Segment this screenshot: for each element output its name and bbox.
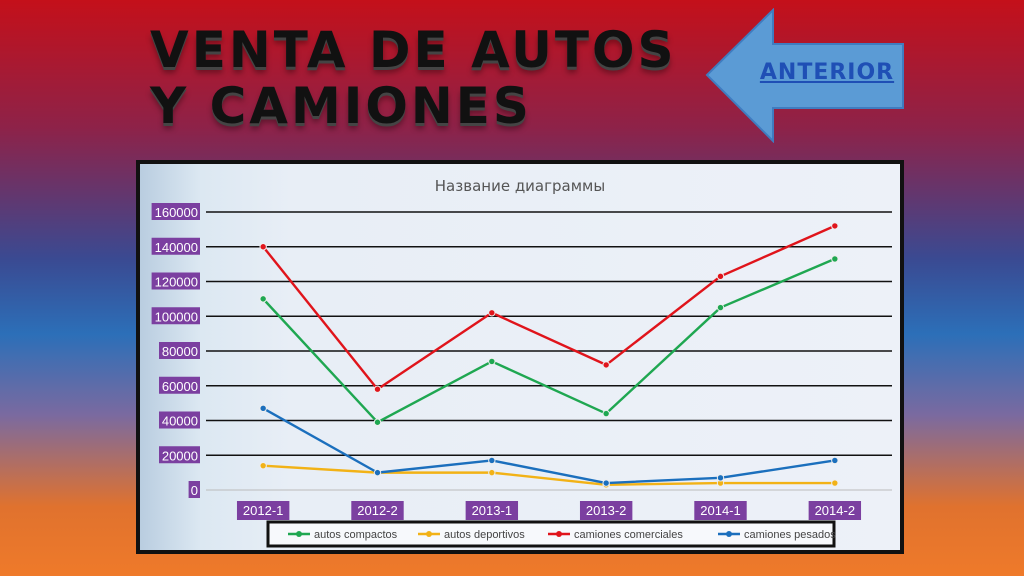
data-point [259, 295, 267, 303]
y-tick-bg [151, 203, 200, 220]
data-point [488, 456, 496, 465]
x-tick-label: 2013-2 [586, 503, 626, 518]
chart-title: Название диаграммы [435, 177, 605, 195]
legend-marker [296, 531, 302, 537]
data-point [488, 309, 496, 317]
data-point [831, 479, 839, 487]
x-tick-label: 2013-1 [472, 503, 512, 518]
x-tick-label: 2014-1 [700, 503, 740, 518]
data-point [259, 461, 267, 470]
legend-label: autos compactos [314, 529, 398, 541]
data-point [602, 361, 610, 369]
y-tick-bg [151, 307, 200, 325]
x-tick-bg [579, 501, 633, 520]
x-tick-label: 2014-2 [815, 503, 855, 518]
data-point [716, 303, 725, 312]
data-point [602, 409, 610, 418]
y-tick-label: 20000 [162, 448, 198, 463]
x-tick-bg [351, 501, 404, 520]
data-point [602, 479, 610, 487]
data-point [373, 385, 382, 393]
x-tick-label: 2012-2 [357, 503, 397, 518]
data-point [488, 357, 496, 366]
slide-title: VENTA DE AUTOS Y CAMIONES [150, 21, 677, 135]
data-point [488, 468, 496, 477]
y-tick-bg [159, 411, 200, 429]
data-point [716, 272, 725, 280]
data-point [373, 418, 382, 426]
y-tick-bg [188, 481, 200, 498]
x-tick-bg [808, 501, 862, 520]
legend-label: autos deportivos [444, 529, 525, 541]
y-tick-bg [159, 342, 200, 359]
legend-label: camiones comerciales [574, 529, 683, 541]
previous-button[interactable]: ANTERIOR [705, 8, 905, 143]
left-arrow-icon [705, 8, 904, 143]
y-tick-label: 40000 [162, 414, 198, 429]
y-tick-bg [151, 272, 200, 290]
data-point [831, 456, 839, 465]
x-tick-bg [465, 501, 519, 520]
series-line-0 [262, 257, 836, 424]
y-tick-bg [159, 446, 200, 464]
y-tick-label: 80000 [162, 344, 198, 359]
x-tick-bg [694, 501, 747, 520]
previous-button-label: ANTERIOR [759, 60, 895, 85]
x-tick-label: 2012-1 [243, 503, 283, 518]
series-line-2 [262, 224, 836, 391]
data-point [259, 243, 267, 251]
legend-label: camiones pesados [744, 529, 836, 541]
data-point [716, 474, 725, 482]
line-chart: Название диаграммы 0 20000 40000 60000 80000 1… [151, 177, 892, 548]
series-line-1 [263, 464, 835, 486]
series-line-3 [262, 407, 836, 485]
data-point [831, 222, 839, 230]
y-tick-bg [159, 376, 200, 394]
y-tick-label: 140000 [155, 240, 198, 255]
data-point [831, 255, 839, 263]
y-tick-label: 160000 [155, 205, 198, 220]
data-point [259, 404, 267, 413]
data-point [373, 468, 382, 477]
x-tick-bg [236, 501, 290, 520]
y-tick-bg [151, 237, 200, 255]
chart-frame: Название диаграммы 0 20000 40000 60000 80000 1… [136, 160, 904, 554]
y-tick-label: 0 [191, 483, 198, 498]
legend-marker [556, 531, 562, 537]
y-tick-label: 120000 [155, 275, 198, 290]
legend-marker [426, 531, 432, 537]
y-tick-label: 60000 [162, 379, 198, 394]
legend-marker [726, 531, 732, 537]
y-tick-label: 100000 [155, 309, 198, 324]
